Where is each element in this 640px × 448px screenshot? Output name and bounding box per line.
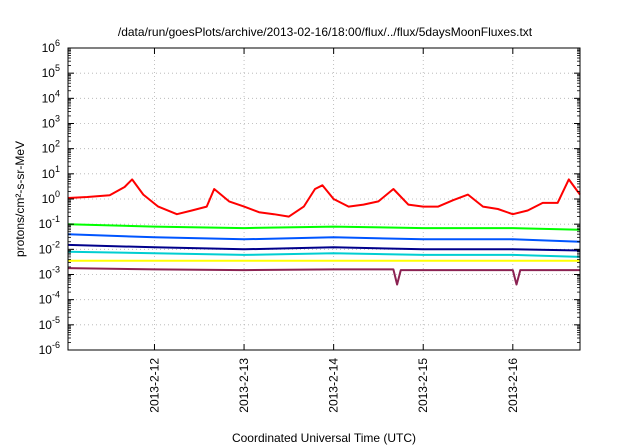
x-axis-ticks: 2013-2-12 2013-2-13 2013-2-14 2013-2-15 2013… <box>147 48 520 413</box>
x-tick-label: 2013-2-12 <box>147 358 161 413</box>
y-tick-label: 101 <box>42 164 60 181</box>
series-line <box>67 250 581 258</box>
y-tick-label: 10-5 <box>39 315 60 332</box>
y-tick-label: 10-3 <box>39 265 60 282</box>
x-tick-label: 2013-2-15 <box>416 358 430 413</box>
y-tick-label: 102 <box>42 139 60 156</box>
y-tick-label: 100 <box>42 189 60 206</box>
y-axis-label: protons/cm²-s-sr-MeV <box>13 141 27 257</box>
x-tick-label: 2013-2-13 <box>237 358 251 413</box>
grid-lines <box>68 48 580 350</box>
series-line <box>67 223 581 231</box>
series-line <box>67 178 581 218</box>
y-tick-label: 103 <box>42 114 60 131</box>
data-series <box>67 178 581 286</box>
chart-title: /data/run/goesPlots/archive/2013-02-16/1… <box>118 25 533 39</box>
y-tick-label: 10-4 <box>39 290 60 307</box>
x-axis-label: Coordinated Universal Time (UTC) <box>232 431 416 445</box>
series-line <box>67 243 581 252</box>
y-tick-label: 10-1 <box>39 214 60 231</box>
y-tick-label: 104 <box>42 88 60 105</box>
x-tick-label: 2013-2-16 <box>506 358 520 413</box>
y-tick-label: 106 <box>42 38 60 55</box>
x-tick-label: 2013-2-14 <box>327 358 341 413</box>
y-tick-label: 10-6 <box>39 340 60 357</box>
series-line <box>67 267 580 286</box>
y-tick-label: 105 <box>42 63 60 80</box>
y-tick-label: 10-2 <box>39 239 60 256</box>
series-line <box>67 233 581 243</box>
